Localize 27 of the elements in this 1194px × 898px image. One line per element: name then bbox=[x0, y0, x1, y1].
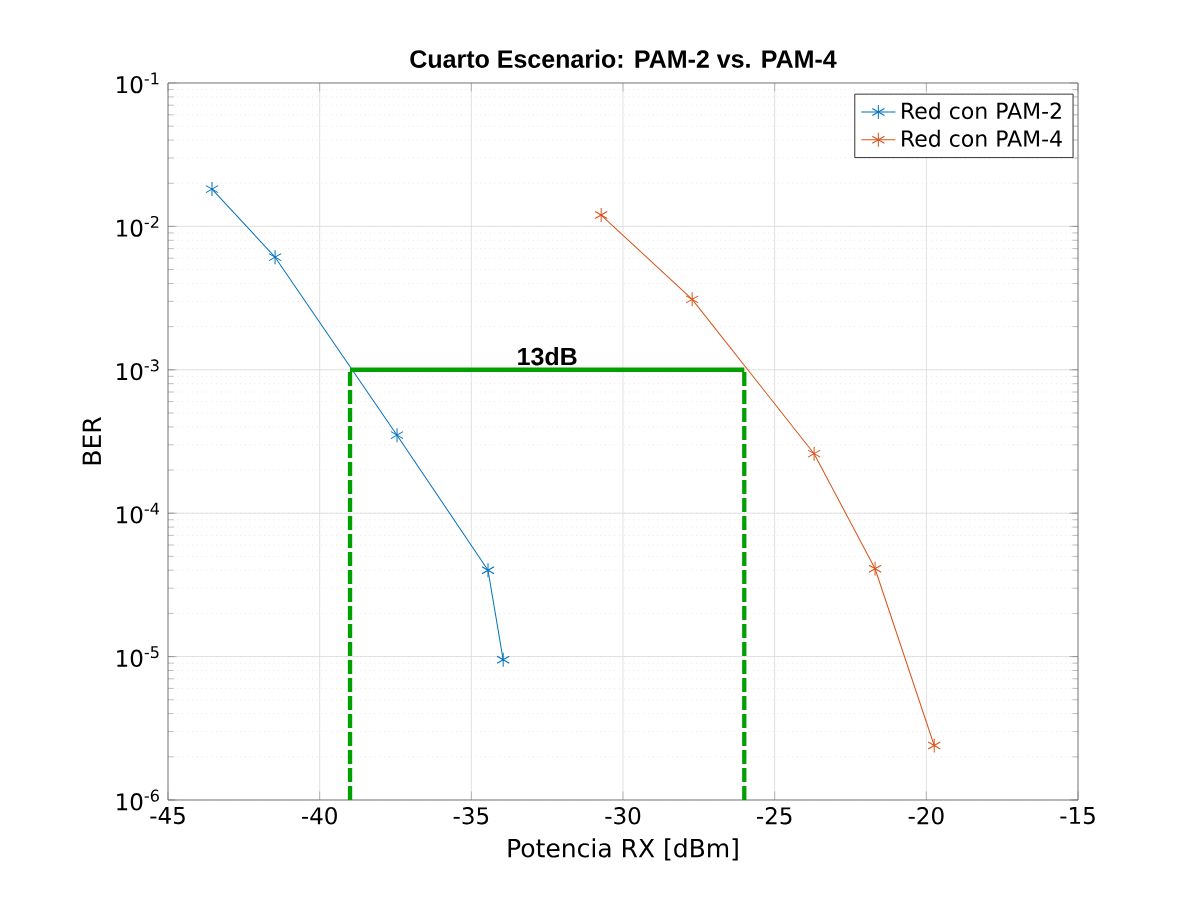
point bbox=[205, 181, 219, 197]
x-tick-label: -30 bbox=[605, 807, 641, 825]
legend-label: Red con PAM-2 bbox=[902, 102, 1061, 120]
x-tick-label: -35 bbox=[453, 807, 489, 825]
x-axis-title: Potencia RX [dBm] bbox=[508, 838, 738, 861]
x-tick-label: -25 bbox=[757, 807, 792, 825]
y-tick-label: 10$^{-5}$ bbox=[117, 646, 159, 667]
point bbox=[927, 737, 941, 753]
point bbox=[685, 291, 699, 307]
point bbox=[481, 562, 495, 578]
y-axis-title: BER bbox=[82, 417, 101, 465]
legend-label: Red con PAM-4 bbox=[902, 129, 1062, 147]
x-tick-label: -20 bbox=[908, 807, 944, 825]
point bbox=[807, 446, 821, 462]
chart-title: Cuarto Escenario: PAM-2 vs. PAM-4 bbox=[410, 49, 837, 68]
point bbox=[868, 561, 882, 577]
y-tick-label: 10$^{-3}$ bbox=[117, 359, 159, 381]
y-tick-label: 10$^{-1}$ bbox=[117, 72, 159, 94]
point bbox=[496, 652, 510, 668]
point bbox=[390, 427, 404, 443]
y-tick-label: 10$^{-2}$ bbox=[117, 215, 159, 237]
annotation: 13dB bbox=[518, 346, 577, 366]
x-tick-label: -15 bbox=[1060, 807, 1095, 825]
x-tick-label: -40 bbox=[302, 807, 337, 825]
point bbox=[594, 207, 608, 223]
y-tick-label: 10$^{-4}$ bbox=[117, 502, 160, 524]
point bbox=[268, 249, 282, 265]
